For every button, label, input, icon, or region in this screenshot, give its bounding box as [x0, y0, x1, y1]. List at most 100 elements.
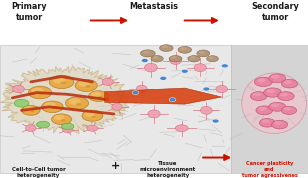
Ellipse shape [92, 115, 96, 118]
Ellipse shape [87, 125, 98, 131]
Ellipse shape [61, 119, 65, 121]
Text: +: + [111, 161, 120, 171]
Circle shape [169, 98, 176, 102]
Text: Cancer plasticity
and
tumor agressivenes: Cancer plasticity and tumor agressivenes [241, 161, 298, 178]
Ellipse shape [274, 121, 282, 125]
Polygon shape [105, 88, 222, 104]
Ellipse shape [143, 51, 150, 54]
Ellipse shape [140, 50, 155, 57]
Ellipse shape [216, 85, 228, 93]
Ellipse shape [26, 125, 36, 132]
Ellipse shape [197, 50, 210, 57]
Ellipse shape [76, 103, 81, 106]
Ellipse shape [199, 51, 205, 54]
Ellipse shape [257, 78, 266, 82]
Ellipse shape [264, 88, 282, 97]
Ellipse shape [53, 77, 66, 83]
Ellipse shape [62, 123, 74, 130]
Ellipse shape [78, 81, 90, 87]
Ellipse shape [194, 64, 206, 72]
Ellipse shape [13, 85, 24, 93]
Ellipse shape [82, 110, 103, 121]
Ellipse shape [160, 45, 173, 51]
Text: Secondary
tumor: Secondary tumor [252, 2, 300, 22]
Ellipse shape [170, 57, 181, 64]
Ellipse shape [89, 91, 109, 101]
Ellipse shape [49, 75, 74, 88]
Ellipse shape [269, 102, 286, 111]
Ellipse shape [112, 103, 122, 110]
Ellipse shape [180, 47, 186, 50]
Ellipse shape [269, 74, 286, 83]
Ellipse shape [278, 92, 294, 101]
Text: Metastasis: Metastasis [129, 2, 179, 11]
Ellipse shape [39, 92, 44, 95]
Ellipse shape [258, 107, 266, 111]
Ellipse shape [51, 106, 56, 109]
Ellipse shape [102, 78, 113, 85]
Ellipse shape [60, 81, 66, 84]
Ellipse shape [282, 79, 298, 88]
Ellipse shape [281, 106, 297, 114]
Ellipse shape [98, 96, 102, 98]
Ellipse shape [153, 56, 158, 59]
Circle shape [141, 59, 148, 62]
FancyBboxPatch shape [0, 44, 231, 173]
Ellipse shape [148, 110, 160, 118]
Ellipse shape [22, 105, 40, 115]
Ellipse shape [266, 89, 275, 93]
Ellipse shape [63, 127, 73, 133]
Ellipse shape [256, 106, 273, 115]
Ellipse shape [54, 115, 64, 120]
Ellipse shape [91, 92, 101, 97]
Text: Primary
tumor: Primary tumor [11, 2, 47, 22]
Ellipse shape [32, 88, 44, 94]
Ellipse shape [280, 93, 288, 96]
Ellipse shape [42, 101, 63, 112]
Ellipse shape [178, 46, 192, 53]
Ellipse shape [14, 99, 29, 107]
Ellipse shape [259, 119, 275, 127]
FancyBboxPatch shape [231, 44, 308, 173]
Ellipse shape [75, 79, 97, 91]
Ellipse shape [284, 80, 291, 84]
Ellipse shape [207, 56, 218, 62]
Ellipse shape [242, 73, 306, 134]
Ellipse shape [208, 56, 214, 59]
Ellipse shape [262, 119, 269, 123]
Ellipse shape [29, 86, 52, 99]
Circle shape [212, 119, 219, 123]
Circle shape [160, 76, 167, 80]
Ellipse shape [188, 56, 200, 62]
Ellipse shape [44, 102, 55, 108]
Ellipse shape [169, 56, 182, 62]
Ellipse shape [272, 120, 288, 129]
Ellipse shape [253, 93, 261, 96]
Ellipse shape [37, 121, 50, 128]
Ellipse shape [250, 92, 267, 101]
Ellipse shape [254, 77, 272, 87]
Ellipse shape [201, 106, 212, 114]
Ellipse shape [151, 56, 163, 62]
Ellipse shape [144, 63, 157, 72]
Ellipse shape [271, 103, 279, 107]
Circle shape [221, 64, 228, 68]
Circle shape [203, 87, 210, 91]
Ellipse shape [23, 106, 33, 111]
Polygon shape [1, 67, 129, 134]
Ellipse shape [52, 114, 71, 125]
Circle shape [132, 91, 139, 95]
Ellipse shape [85, 85, 90, 88]
Ellipse shape [171, 56, 177, 59]
Circle shape [181, 69, 188, 73]
Ellipse shape [162, 45, 168, 48]
Ellipse shape [136, 85, 147, 93]
Ellipse shape [271, 75, 279, 79]
Ellipse shape [175, 125, 188, 132]
Ellipse shape [190, 56, 195, 59]
Ellipse shape [84, 111, 95, 117]
Ellipse shape [65, 97, 89, 109]
Ellipse shape [69, 98, 81, 105]
Ellipse shape [30, 110, 34, 112]
Text: Cell-to-Cell tumor
heterogeneity: Cell-to-Cell tumor heterogeneity [12, 167, 65, 178]
